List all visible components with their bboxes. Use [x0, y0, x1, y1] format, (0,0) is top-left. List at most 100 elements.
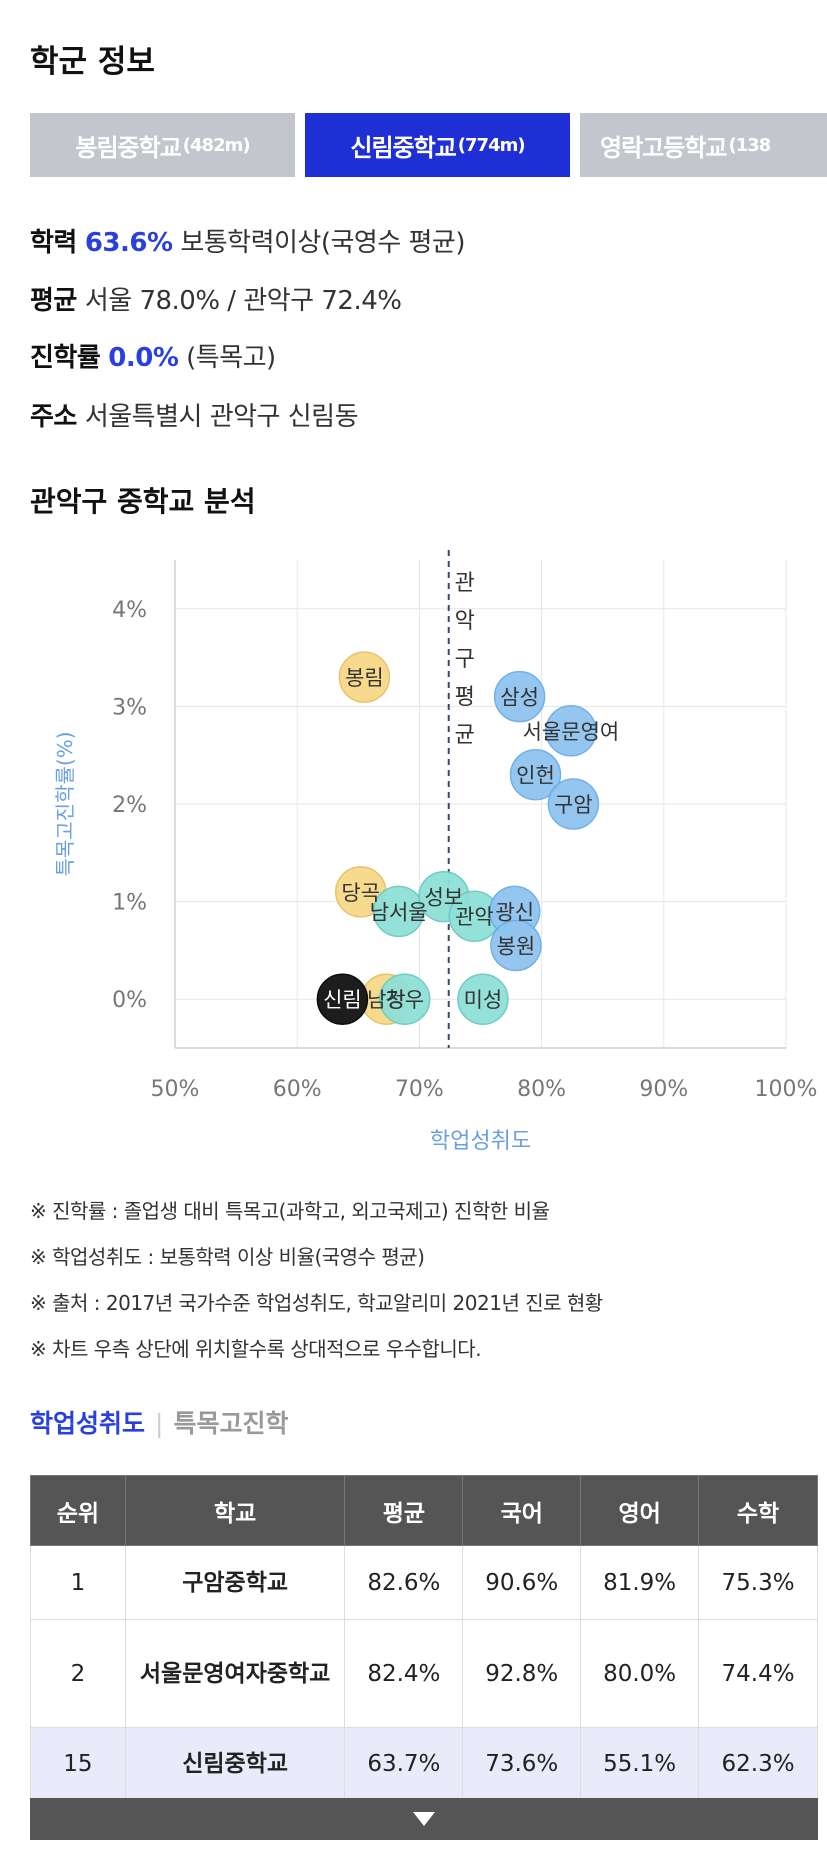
- info-label: 학력: [30, 228, 77, 258]
- cell-english: 80.0%: [580, 1619, 700, 1728]
- data-point-label: 신림: [323, 988, 362, 1012]
- data-point: [493, 670, 546, 723]
- info-label: 평균: [30, 286, 77, 316]
- info-advancement-value: 0.0%: [108, 343, 179, 373]
- scatter-chart: 0% 1% 2% 3% 4% 50% 60% 70% 80% 90% 100% 학업성취도 특목고진학률…: [30, 540, 820, 1160]
- y-tick-label: 1%: [112, 891, 147, 916]
- info-label: 주소: [30, 402, 77, 432]
- data-point-label: 삼성: [500, 686, 539, 710]
- data-point-label: 인헌: [516, 764, 555, 788]
- scatter-chart-svg: 0% 1% 2% 3% 4% 50% 60% 70% 80% 90% 100% 학업성취도 특목고진학률…: [53, 550, 817, 1154]
- tab-school-2[interactable]: 영락고등학교 (138: [580, 113, 827, 177]
- y-tick-label: 3%: [112, 695, 147, 720]
- x-tick-label: 80%: [517, 1077, 566, 1102]
- table-row: 1 구암중학교 82.6% 90.6% 81.9% 75.3%: [30, 1545, 818, 1620]
- data-point: [457, 973, 509, 1025]
- cell-english: 55.1%: [580, 1727, 700, 1800]
- reference-line-label: 관: [455, 571, 475, 596]
- table-row-current-school: 15 신림중학교 63.7% 73.6% 55.1% 62.3%: [30, 1727, 818, 1800]
- header-math: 수학: [698, 1475, 818, 1546]
- data-point: [316, 973, 369, 1025]
- info-address: 주소 서울특별시 관악구 신림동: [30, 396, 359, 433]
- data-point-label: 미성: [464, 988, 503, 1012]
- subtab-achievement[interactable]: 학업성취도: [30, 1409, 146, 1438]
- note-line: ※ 출처 : 2017년 국가수준 학업성취도, 학교알리미 2021년 진로 …: [30, 1291, 603, 1315]
- data-point-label: 봉림: [345, 666, 384, 690]
- notes: ※ 진학률 : 졸업생 대비 특목고(과학고, 외고국제고) 진학한 비율 ※ …: [30, 1188, 603, 1372]
- data-point-label: 구암: [554, 793, 593, 817]
- table-row: 2 서울문영여자중학교 82.4% 92.8% 80.0% 74.4%: [30, 1619, 818, 1728]
- ranking-subtabs: 학업성취도 | 특목고진학: [30, 1404, 288, 1440]
- data-point: [378, 973, 431, 1025]
- info-average-text: 서울 78.0% / 관악구 72.4%: [84, 286, 402, 316]
- cell-average: 82.4%: [344, 1619, 464, 1728]
- x-tick-label: 50%: [151, 1077, 200, 1102]
- ranking-table: 순위 학교 평균 국어 영어 수학 1 구암중학교 82.6% 90.6% 81…: [30, 1475, 818, 1800]
- info-average: 평균 서울 78.0% / 관악구 72.4%: [30, 280, 402, 317]
- cell-korean: 92.8%: [462, 1619, 582, 1728]
- data-point-label: 남서울: [370, 900, 428, 924]
- data-point: [547, 778, 600, 830]
- cell-rank: 2: [30, 1619, 126, 1728]
- section-title: 학군 정보: [30, 44, 155, 80]
- data-point-label: 성보: [425, 886, 464, 910]
- cell-rank: 1: [30, 1545, 126, 1620]
- x-tick-label: 70%: [395, 1077, 444, 1102]
- tab-label: 신림중학교: [350, 133, 456, 162]
- note-line: ※ 진학률 : 졸업생 대비 특목고(과학고, 외고국제고) 진학한 비율: [30, 1199, 550, 1223]
- header-rank: 순위: [30, 1475, 126, 1546]
- reference-line-label: 균: [455, 723, 475, 748]
- info-academic-value: 63.6%: [84, 228, 173, 258]
- data-point-label: 당곡: [341, 881, 380, 905]
- triangle-down-icon: [413, 1812, 435, 1826]
- tab-distance: (482m): [182, 134, 251, 156]
- school-tabs: 봉림중학교 (482m) 신림중학교 (774m) 영락고등학교 (138: [30, 113, 827, 177]
- subtab-separator: |: [155, 1409, 164, 1438]
- data-point: [545, 705, 597, 757]
- cell-math: 74.4%: [698, 1619, 818, 1728]
- cell-english: 81.9%: [580, 1545, 700, 1620]
- reference-line-label: 악: [455, 609, 475, 634]
- note-line: ※ 학업성취도 : 보통학력 이상 비율(국영수 평균): [30, 1245, 425, 1269]
- note-line: ※ 차트 우측 상단에 위치할수록 상대적으로 우수합니다.: [30, 1337, 482, 1361]
- y-tick-label: 0%: [112, 988, 147, 1013]
- cell-korean: 90.6%: [462, 1545, 582, 1620]
- subtab-special-school[interactable]: 특목고진학: [173, 1409, 289, 1438]
- expand-table-button[interactable]: [30, 1798, 818, 1840]
- y-tick-label: 4%: [112, 598, 147, 623]
- header-korean: 국어: [462, 1475, 582, 1546]
- info-academic-suffix: 보통학력이상(국영수 평균): [180, 228, 465, 258]
- cell-rank: 15: [30, 1727, 126, 1800]
- info-address-text: 서울특별시 관악구 신림동: [84, 402, 359, 432]
- tab-school-0[interactable]: 봉림중학교 (482m): [30, 113, 295, 177]
- cell-korean: 73.6%: [462, 1727, 582, 1800]
- info-advancement: 진학률 0.0% (특목고): [30, 337, 276, 374]
- header-english: 영어: [580, 1475, 700, 1546]
- info-academic: 학력 63.6% 보통학력이상(국영수 평균): [30, 222, 465, 259]
- header-average: 평균: [344, 1475, 464, 1546]
- tab-label: 봉림중학교: [75, 133, 181, 162]
- reference-line-label: 평: [455, 685, 475, 710]
- x-tick-label: 60%: [273, 1077, 322, 1102]
- cell-average: 82.6%: [344, 1545, 464, 1620]
- data-point: [338, 651, 391, 703]
- data-point-label: 봉원: [497, 935, 536, 959]
- info-label: 진학률: [30, 343, 101, 373]
- reference-line-label: 구: [455, 647, 475, 672]
- cell-school: 서울문영여자중학교: [124, 1619, 346, 1728]
- cell-school: 신림중학교: [124, 1727, 346, 1800]
- data-point-label: 서울문영여: [523, 720, 620, 744]
- tab-distance: (774m): [457, 134, 526, 156]
- tab-school-1[interactable]: 신림중학교 (774m): [305, 113, 570, 177]
- tab-distance: (138: [728, 134, 771, 156]
- data-point-label: 광신: [495, 900, 534, 924]
- header-school: 학교: [124, 1475, 346, 1546]
- y-tick-label: 2%: [112, 793, 147, 818]
- data-point-label: 남강: [367, 988, 406, 1012]
- data-point: [509, 748, 562, 801]
- table-header-row: 순위 학교 평균 국어 영어 수학: [30, 1475, 818, 1546]
- cell-math: 62.3%: [698, 1727, 818, 1800]
- data-point-label: 청우: [385, 988, 424, 1012]
- x-axis-label: 학업성취도: [430, 1129, 531, 1154]
